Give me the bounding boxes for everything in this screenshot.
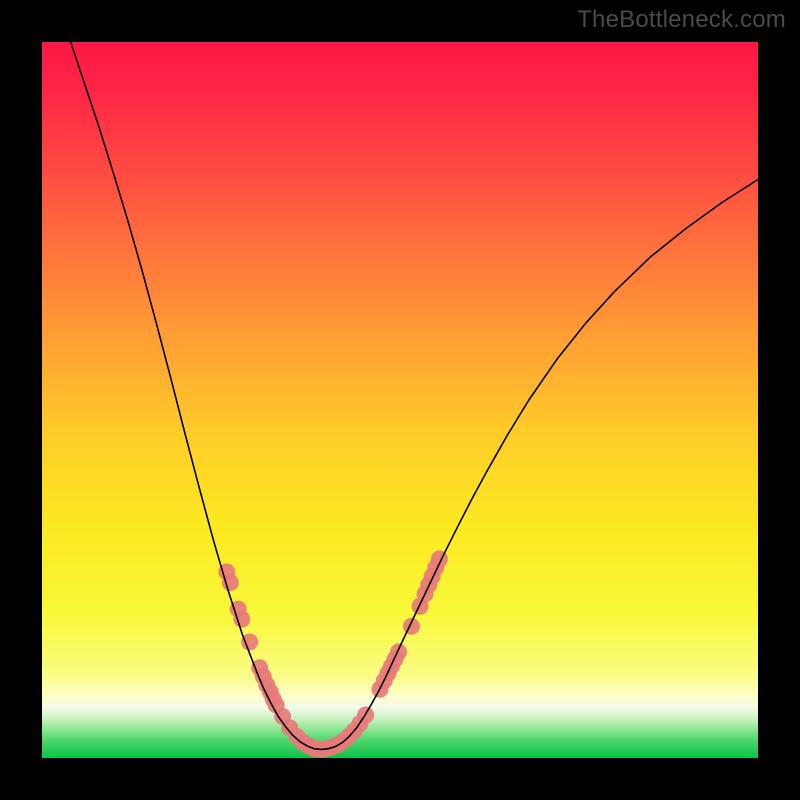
- chart-frame: TheBottleneck.com: [0, 0, 800, 800]
- bead-marker: [403, 618, 420, 635]
- chart-svg: [42, 42, 758, 758]
- plot-area: [42, 42, 758, 758]
- watermark-label: TheBottleneck.com: [577, 6, 786, 34]
- bead-marker: [390, 644, 407, 661]
